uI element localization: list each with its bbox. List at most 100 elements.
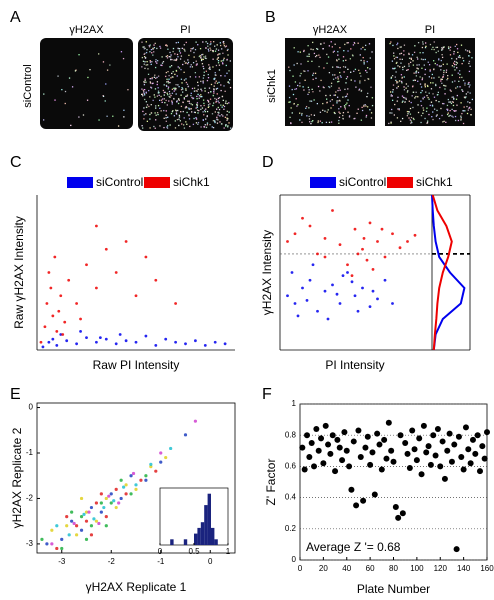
cell-dot (188, 54, 190, 56)
inset-tick-label: 1 (226, 547, 231, 556)
point (418, 471, 425, 478)
cell-dot (394, 76, 396, 78)
cell-dot (168, 100, 170, 102)
cell-dot (337, 89, 339, 92)
cell-dot (421, 67, 423, 69)
cell-dot (439, 65, 441, 68)
cell-dot (452, 116, 454, 118)
cell-dot (425, 45, 427, 48)
cell-dot (435, 83, 437, 86)
cell-dot (406, 110, 409, 113)
point (361, 247, 364, 251)
cell-dot (450, 102, 453, 105)
cell-dot (207, 45, 209, 47)
cell-dot (186, 94, 189, 96)
cell-dot (401, 117, 404, 120)
cell-dot (393, 52, 395, 54)
cell-dot (71, 86, 74, 88)
cell-dot (313, 114, 316, 116)
cell-dot (219, 42, 222, 44)
point (59, 333, 63, 336)
cell-dot (454, 119, 457, 122)
cell-dot (204, 87, 206, 89)
cell-dot (154, 66, 157, 69)
cell-dot (217, 100, 219, 102)
cell-dot (152, 48, 154, 50)
cell-dot (194, 71, 197, 74)
cell-dot (453, 66, 455, 68)
cell-dot (411, 95, 413, 97)
cell-dot (197, 84, 199, 87)
cell-dot (455, 64, 457, 66)
cell-dot (455, 61, 458, 63)
cell-dot (391, 99, 394, 101)
cell-dot (435, 99, 437, 102)
point (338, 243, 342, 247)
cell-dot (200, 88, 202, 90)
cell-dot (447, 112, 449, 114)
point (329, 432, 336, 439)
cell-dot (207, 77, 210, 79)
cell-dot (448, 47, 450, 50)
cell-dot (217, 59, 220, 62)
cell-dot (470, 108, 472, 110)
cell-dot (396, 82, 398, 84)
cell-dot (218, 108, 221, 111)
x-axis-label: PI Intensity (325, 358, 384, 372)
cell-dot (187, 59, 189, 61)
cell-dot (209, 98, 212, 100)
cell-dot (226, 49, 229, 52)
cell-dot (463, 106, 465, 108)
cell-dot (177, 47, 179, 50)
cell-dot (178, 48, 181, 50)
cell-dot (225, 124, 227, 126)
cell-dot (190, 108, 192, 110)
cell-dot (366, 60, 368, 63)
cell-dot (224, 75, 226, 77)
cell-dot (207, 48, 209, 50)
cell-dot (182, 101, 184, 103)
point (114, 505, 118, 510)
cell-dot (444, 93, 446, 95)
cell-dot (165, 44, 167, 46)
cell-dot (161, 56, 163, 58)
cell-dot (359, 54, 361, 56)
cell-dot (337, 51, 339, 53)
cell-dot (468, 55, 470, 57)
point (406, 464, 413, 471)
cell-dot (204, 57, 207, 59)
point (341, 274, 345, 277)
cell-dot (438, 58, 440, 60)
cell-dot (212, 50, 214, 52)
cell-dot (351, 54, 354, 56)
cell-dot (467, 83, 469, 85)
cell-dot (78, 116, 80, 118)
cell-dot (293, 64, 295, 66)
cell-dot (317, 120, 319, 122)
cell-dot (180, 105, 183, 108)
cell-dot (435, 46, 437, 49)
cell-dot (422, 109, 425, 111)
cell-dot (329, 94, 331, 97)
cell-dot (75, 69, 77, 71)
cell-dot (178, 124, 180, 127)
cell-dot (87, 76, 89, 79)
cell-dot (206, 115, 208, 118)
cell-dot (423, 64, 425, 66)
cell-dot (205, 41, 207, 43)
cell-dot (460, 115, 462, 117)
point (119, 478, 123, 482)
cell-dot (428, 92, 430, 94)
cell-dot (174, 59, 176, 61)
histogram-bar (183, 539, 188, 545)
cell-dot (183, 97, 185, 99)
point (313, 425, 320, 432)
cell-dot (322, 48, 324, 50)
cell-dot (148, 89, 150, 92)
cell-dot (402, 66, 404, 69)
cell-dot (433, 48, 435, 51)
cell-dot (408, 117, 410, 119)
cell-dot (392, 91, 394, 93)
cell-dot (203, 56, 205, 58)
cell-dot (371, 51, 373, 53)
